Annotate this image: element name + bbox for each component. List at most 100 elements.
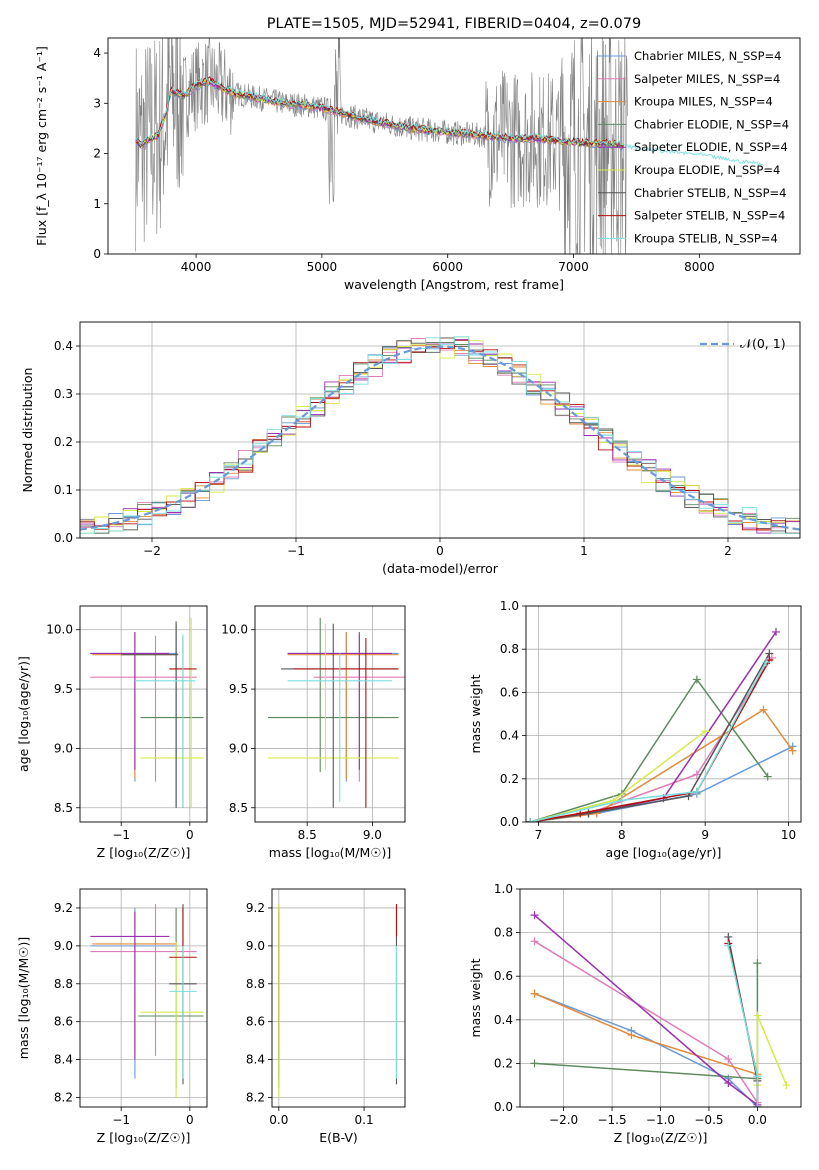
y-tick-label: 1.0 [494, 882, 513, 896]
axes-frame [107, 37, 801, 255]
x-tick-label: 9.0 [363, 828, 382, 842]
y-tick-label: 0.2 [500, 772, 519, 786]
y-tick-label: 0.6 [500, 685, 519, 699]
axes-frame [525, 605, 802, 823]
legend: Chabrier MILES, N_SSP=4 Salpeter MILES, N… [598, 49, 789, 245]
axes-residuals: −2 −1 0 1 2 0.0 0.1 0.2 0.3 0.4 (data-model)/error… [20, 321, 801, 576]
y-tick-label: 8.4 [54, 1053, 73, 1067]
y-tick-label: 0.8 [494, 926, 513, 940]
y-axis-label: age [log₁₀(age/yr)] [16, 656, 31, 772]
y-tick-label: 8.2 [246, 1091, 265, 1105]
x-tick-label: −1.0 [646, 1113, 675, 1127]
weight-marker-chabrier_elodie [530, 1059, 539, 1068]
weight-marker-kroupa_stelib [753, 1072, 762, 1081]
x-axis-label: (data-model)/error [382, 561, 499, 576]
x-tick-label: 8000 [684, 260, 715, 274]
model-line-kroupa-stelib-extension [623, 143, 763, 167]
x-tick-label: −0.5 [694, 1113, 723, 1127]
y-tick-label: 8.8 [246, 977, 265, 991]
x-axis-label: wavelength [Angstrom, rest frame] [344, 277, 564, 292]
y-tick-label: 8.5 [229, 801, 248, 815]
weight-marker-salpeter_elodie [530, 911, 539, 920]
legend-entry: Salpeter STELIB, N_SSP=4 [634, 209, 785, 223]
x-tick-label: −1 [112, 1113, 130, 1127]
weight-marker-kroupa_elodie [701, 727, 710, 736]
legend: 𝒩(0, 1) [700, 336, 786, 351]
plot-area-weight_vs_age [526, 627, 797, 822]
plot-area-age_vs_mass [268, 617, 405, 808]
weight-marker-salpeter_miles [692, 770, 701, 779]
y-tick-label: 9.5 [54, 682, 73, 696]
axes-spectrum: 4000 5000 6000 7000 8000 0 1 2 3 4 wavelength [Ang… [34, 16, 801, 292]
y-tick-label: 9.5 [229, 682, 248, 696]
y-tick-label: 8.6 [246, 1015, 265, 1029]
legend-entry: Chabrier ELODIE, N_SSP=4 [634, 117, 789, 131]
gaussian-reference [80, 345, 800, 531]
chart-title: PLATE=1505, MJD=52941, FIBERID=0404, z=0… [267, 16, 641, 32]
model-line-kroupa_stelib [135, 76, 624, 146]
y-axis-label: mass weight [468, 958, 483, 1037]
axes-frame [79, 605, 208, 823]
y-tick-label: 8.4 [246, 1053, 265, 1067]
y-tick-label: 8.6 [54, 1015, 73, 1029]
weight-marker-salpeter_elodie [724, 1079, 733, 1088]
axes-frame [254, 605, 406, 823]
y-tick-label: 8.2 [54, 1091, 73, 1105]
y-tick-label: 1.0 [500, 599, 519, 613]
weight-marker-chabrier_elodie [763, 772, 772, 781]
weight-marker-kroupa_miles [759, 705, 768, 714]
weight-marker-salpeter_miles [530, 937, 539, 946]
y-tick-label: 0.1 [54, 483, 73, 497]
y-axis-label: mass weight [468, 674, 483, 753]
y-tick-label: 8.5 [54, 801, 73, 815]
weight-marker-kroupa_miles [627, 1031, 636, 1040]
weight-marker-kroupa_miles [788, 746, 797, 755]
weight-marker-kroupa_stelib [724, 941, 733, 950]
legend-entry: Kroupa MILES, N_SSP=4 [634, 95, 773, 109]
axes-frame [271, 888, 406, 1108]
plot-area-weight_vs_Z [530, 911, 791, 1107]
axes-weight_vs_age: 7 8 9 10 0.0 0.2 0.4 0.6 0.8 1.0 age [log₁₀(age/yr… [468, 599, 802, 860]
weight-marker-kroupa_miles [530, 989, 539, 998]
legend-entry: Kroupa ELODIE, N_SSP=4 [634, 163, 780, 177]
legend-entry: Kroupa STELIB, N_SSP=4 [634, 231, 778, 245]
x-tick-label: 0.1 [355, 1113, 374, 1127]
x-tick-label: 6000 [432, 260, 463, 274]
y-tick-label: 0.6 [494, 969, 513, 983]
y-tick-label: 9.0 [246, 939, 265, 953]
y-tick-label: 0.2 [494, 1056, 513, 1070]
y-tick-label: 9.2 [246, 901, 265, 915]
x-axis-label: mass [log₁₀(M/M☉)] [269, 845, 391, 860]
x-tick-label: 1 [580, 544, 588, 558]
axes-age_vs_Z: −1 0 8.5 9.0 9.5 10.0 Z [log₁₀(Z/Z☉)] age [log₁… [16, 605, 208, 860]
y-tick-label: 0.4 [494, 1013, 513, 1027]
axes-age_vs_mass: 8.5 9.0 8.5 9.0 9.5 10.0 mass [log₁₀(M/M☉)] [221, 605, 406, 860]
x-tick-label: 7 [535, 828, 543, 842]
weight-marker-kroupa_elodie [753, 1011, 762, 1020]
weight-marker-kroupa_stelib [617, 796, 626, 805]
y-tick-label: 10.0 [46, 623, 73, 637]
weight-marker-kroupa_elodie [782, 1081, 791, 1090]
weight-marker-kroupa_stelib [762, 658, 770, 667]
y-axis-label: Normed distribution [20, 368, 35, 493]
x-tick-label: 9 [701, 828, 709, 842]
x-tick-label: 0 [186, 1113, 194, 1127]
x-tick-label: 8 [618, 828, 626, 842]
y-tick-label: 9.2 [54, 901, 73, 915]
y-tick-label: 9.0 [54, 939, 73, 953]
y-tick-label: 0.2 [54, 435, 73, 449]
x-tick-label: 0.0 [748, 1113, 767, 1127]
legend-entry: Chabrier MILES, N_SSP=4 [634, 49, 781, 63]
y-axis-label: Flux [f_λ 10⁻¹⁷ erg cm⁻² s⁻¹ A⁻¹] [34, 46, 49, 246]
y-tick-label: 10.0 [221, 623, 248, 637]
weight-marker-chabrier_elodie [753, 959, 762, 968]
y-tick-label: 3 [93, 96, 101, 110]
y-tick-label: 0.4 [500, 729, 519, 743]
y-tick-label: 1 [93, 197, 101, 211]
plot-area-residuals [80, 336, 800, 534]
plot-area-age_vs_Z [90, 617, 204, 808]
x-axis-label: age [log₁₀(age/yr)] [606, 845, 722, 860]
y-tick-label: 0.4 [54, 339, 73, 353]
y-tick-label: 8.8 [54, 977, 73, 991]
